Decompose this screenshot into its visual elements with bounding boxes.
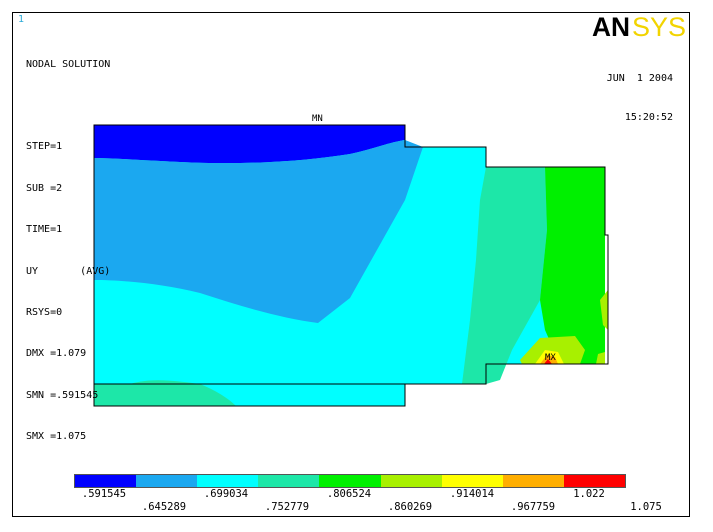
contour-band-5	[540, 167, 605, 364]
min-marker: MN	[312, 114, 323, 124]
legend-label-top: .806524	[326, 488, 372, 500]
contour-band-2	[94, 140, 423, 323]
legend-label-bottom: .967759	[510, 501, 556, 513]
contour-band-4	[486, 167, 547, 384]
legend-swatch	[197, 475, 259, 487]
contour-band-4b	[462, 167, 486, 384]
datetime: JUN 1 2004 15:20:52	[607, 46, 673, 137]
info-line: RSYS=0	[26, 306, 63, 318]
contour-band-6	[520, 336, 585, 364]
info-line: SMN =.591545	[26, 389, 99, 401]
info-line: DMX =1.079	[26, 348, 87, 360]
time-label: 15:20:52	[624, 112, 673, 123]
legend-swatch	[319, 475, 381, 487]
legend-swatch	[502, 475, 564, 487]
legend-label-bottom: .645289	[141, 501, 187, 513]
info-line: NODAL SOLUTION	[26, 58, 111, 70]
legend-swatch	[563, 475, 625, 487]
logo-sys: SYS	[632, 12, 686, 40]
legend-swatch	[441, 475, 503, 487]
model-edge	[93, 124, 609, 407]
info-line: TIME=1	[26, 224, 63, 236]
info-line: SUB =2	[26, 182, 63, 194]
max-marker: MX	[545, 353, 556, 363]
window-number: 1	[18, 14, 25, 25]
legend-label-bottom: .752779	[264, 501, 310, 513]
info-line: STEP=1	[26, 141, 63, 153]
legend-swatch	[258, 475, 320, 487]
solution-info: NODAL SOLUTION STEP=1 SUB =2 TIME=1 UY (…	[26, 30, 110, 458]
contour-band-9	[544, 359, 552, 364]
legend-label-top: .591545	[81, 488, 127, 500]
info-line	[26, 99, 110, 113]
legend-label-top: .699034	[203, 488, 249, 500]
contour-band-6c	[596, 352, 605, 364]
legend-swatch	[380, 475, 442, 487]
legend-label-bottom: 1.075	[630, 501, 662, 513]
legend-swatch	[75, 475, 137, 487]
legend-label-top: 1.022	[573, 488, 605, 500]
contour-band-1	[94, 125, 405, 164]
contour-band-6b	[600, 290, 608, 330]
legend-label-bottom: .860269	[387, 501, 433, 513]
date-label: JUN 1 2004	[606, 73, 673, 84]
logo-an: AN	[592, 12, 630, 40]
ansys-logo: AN SYS	[592, 12, 686, 40]
contour-band-8	[540, 355, 558, 364]
info-line: SMX =1.075	[26, 431, 87, 443]
info-line: UY (AVG)	[26, 265, 111, 277]
legend-label-top: .914014	[449, 488, 495, 500]
legend-swatch	[136, 475, 198, 487]
contour-band-4c	[94, 380, 236, 406]
contour-legend	[74, 474, 626, 488]
